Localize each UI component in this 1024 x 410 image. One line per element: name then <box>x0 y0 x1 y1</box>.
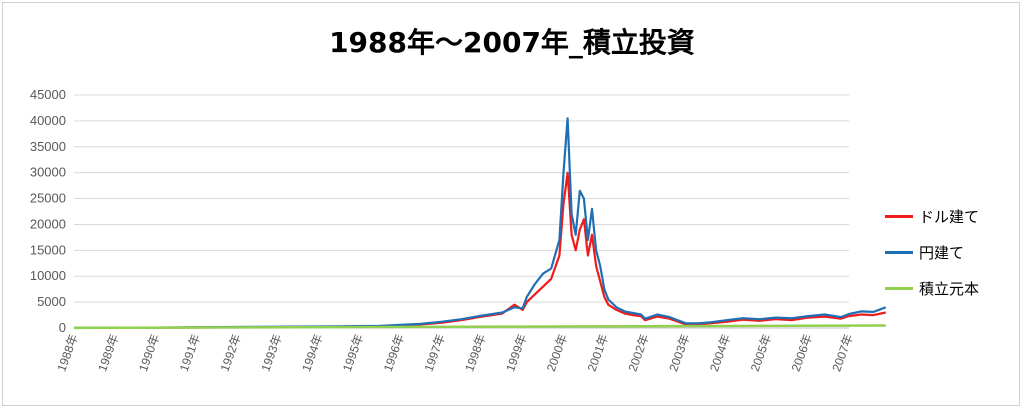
x-tick-label: 2000年 <box>544 332 570 373</box>
chart-plot-area: 0 5000 10000 15000 20000 25000 30000 35000 40000… <box>30 87 887 373</box>
y-tick-label: 5000 <box>37 294 66 309</box>
chart-title: 1988年～2007年_積立投資 <box>329 26 695 59</box>
legend-swatch <box>885 286 913 290</box>
x-tick-label: 1993年 <box>258 332 284 373</box>
legend-swatch <box>885 214 913 218</box>
x-tick-label: 2006年 <box>789 332 815 373</box>
legend-item-principal: 積立元本 <box>885 270 979 306</box>
legend-label: 積立元本 <box>919 279 980 298</box>
x-tick-label: 1994年 <box>299 332 325 373</box>
y-tick-label: 15000 <box>30 242 66 257</box>
x-tick-label: 1996年 <box>381 332 407 373</box>
y-tick-label: 10000 <box>30 268 66 283</box>
x-tick-label: 2004年 <box>707 332 733 373</box>
x-tick-label: 1995年 <box>340 332 366 373</box>
legend-swatch <box>885 250 913 254</box>
chart-frame: 1988年～2007年_積立投資 0 5000 10000 15000 20000 250… <box>2 2 1020 406</box>
y-tick-label: 30000 <box>30 165 66 180</box>
legend-label: 円建て <box>919 243 965 262</box>
series-line <box>73 117 887 329</box>
x-tick-label: 1992年 <box>218 332 244 373</box>
legend-label: ドル建て <box>919 207 980 226</box>
x-tick-label: 1988年 <box>54 332 80 373</box>
y-axis-ticks: 0 5000 10000 15000 20000 25000 30000 35000 40000… <box>30 87 66 335</box>
x-tick-label: 1998年 <box>462 332 488 373</box>
x-tick-label: 1991年 <box>177 332 203 373</box>
x-tick-label: 1989年 <box>95 332 121 373</box>
legend-item-dollar: ドル建て <box>885 198 979 234</box>
y-tick-label: 45000 <box>30 87 66 102</box>
series-lines <box>73 117 887 330</box>
y-tick-label: 40000 <box>30 113 66 128</box>
x-tick-label: 2002年 <box>625 332 651 373</box>
x-tick-label: 2005年 <box>748 332 774 373</box>
y-tick-label: 20000 <box>30 216 66 231</box>
x-axis-ticks: 1988年 1989年 1990年 1991年 1992年 1993年 1994年 1995年… <box>54 332 855 373</box>
x-tick-label: 1997年 <box>422 332 448 373</box>
x-tick-label: 2007年 <box>829 332 855 373</box>
series-line <box>73 324 886 330</box>
x-tick-label: 1990年 <box>136 332 162 373</box>
y-tick-label: 35000 <box>30 139 66 154</box>
chart-legend: ドル建て 円建て 積立元本 <box>885 198 979 306</box>
legend-item-yen: 円建て <box>885 234 979 270</box>
x-tick-label: 2001年 <box>585 332 611 373</box>
y-tick-label: 0 <box>59 320 66 335</box>
x-tick-label: 2003年 <box>666 332 692 373</box>
gridlines <box>74 94 849 329</box>
y-tick-label: 25000 <box>30 191 66 206</box>
x-tick-label: 1999年 <box>503 332 529 373</box>
